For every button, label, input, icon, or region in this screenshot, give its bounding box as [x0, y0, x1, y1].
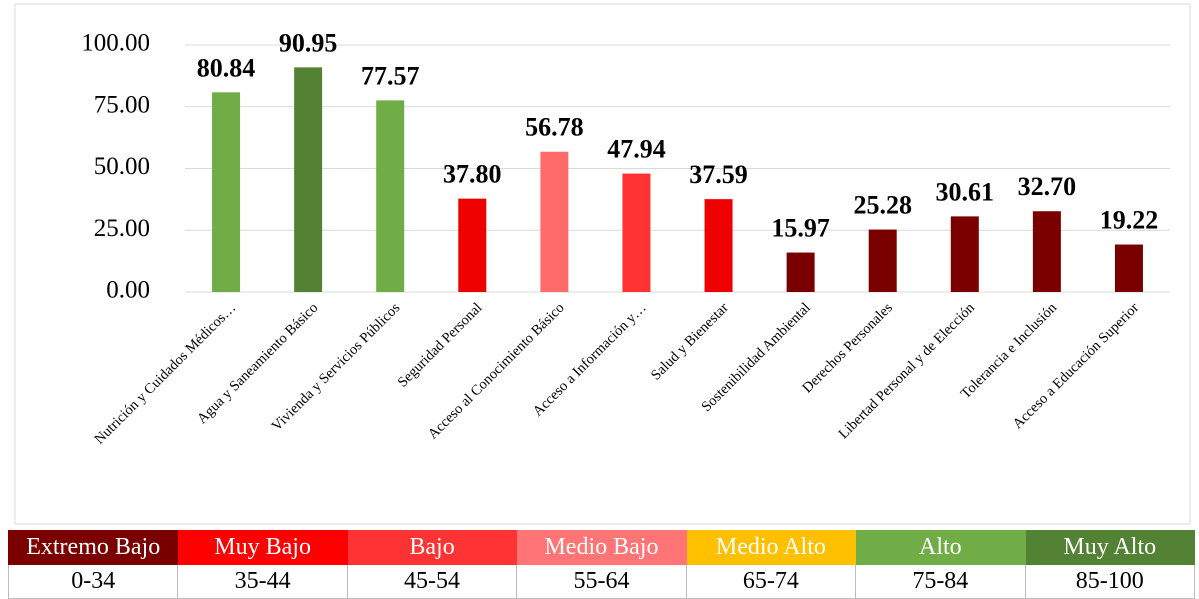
data-label: 47.94: [607, 135, 666, 164]
chart: 0.00 25.00 50.00 75.00 100.00 Nutrición y Cui…: [14, 3, 1191, 525]
x-tick-label: Derechos Personales: [799, 300, 896, 397]
bar: [294, 67, 323, 292]
data-label: 37.80: [443, 160, 502, 189]
bar: [212, 92, 241, 293]
x-tick-label: Nutrición y Cuidados Médicos…: [91, 300, 239, 448]
bar: [458, 198, 487, 292]
bar: [1032, 211, 1061, 292]
bar: [376, 100, 405, 292]
data-label: 56.78: [525, 113, 584, 142]
scale-label: Alto: [855, 530, 1026, 565]
scale-label: Muy Bajo: [177, 530, 348, 565]
bar: [786, 252, 815, 292]
data-label: 19.22: [1100, 205, 1159, 234]
x-tick-label: Salud y Bienestar: [648, 300, 732, 384]
scale-label: Medio Alto: [685, 530, 857, 565]
y-tick-label: 25.00: [94, 215, 150, 242]
data-label: 90.95: [279, 28, 338, 57]
data-label: 37.59: [689, 160, 748, 189]
scale-label: Medio Bajo: [516, 530, 687, 565]
scale-label: Extremo Bajo: [7, 530, 179, 565]
data-label: 15.97: [771, 214, 830, 243]
data-label: 30.61: [936, 177, 995, 206]
data-label: 32.70: [1018, 172, 1077, 201]
x-tick-label: Libertad Personal y de Elección: [836, 299, 979, 442]
scale-table: Extremo Bajo Muy Bajo Bajo Medio Bajo Medio …: [7, 530, 1196, 599]
bar: [950, 216, 979, 292]
bar: [622, 173, 651, 292]
bar: [540, 151, 569, 292]
y-tick-label: 50.00: [94, 153, 150, 180]
scale-range: 35-44: [177, 564, 348, 599]
scale-range: 65-74: [685, 564, 857, 599]
scale-labels: Extremo Bajo Muy Bajo Bajo Medio Bajo Medio …: [7, 530, 1196, 565]
y-tick-label: 100.00: [81, 30, 150, 57]
chart-frame: [14, 3, 1191, 525]
x-tick-label: Acceso al Conocimiento Básico: [425, 300, 568, 443]
data-label: 77.57: [361, 61, 420, 90]
bar: [704, 199, 733, 292]
scale-label: Bajo: [346, 530, 518, 565]
scale-ranges: 0-34 35-44 45-54 55-64 65-74 75-84 85-100: [7, 564, 1196, 599]
y-tick-label: 75.00: [94, 91, 150, 118]
bar: [868, 229, 897, 292]
scale-range: 85-100: [1024, 564, 1196, 599]
scale-range: 45-54: [346, 564, 518, 599]
x-tick-label: Seguridad Personal: [395, 300, 486, 391]
data-label: 25.28: [853, 191, 912, 220]
scale-range: 0-34: [7, 564, 179, 599]
scale-label: Muy Alto: [1024, 530, 1196, 565]
bar: [1114, 244, 1143, 292]
y-tick-label: 0.00: [106, 277, 150, 304]
data-label: 80.84: [197, 53, 256, 82]
scale-range: 55-64: [516, 564, 687, 599]
scale-range: 75-84: [855, 564, 1026, 599]
